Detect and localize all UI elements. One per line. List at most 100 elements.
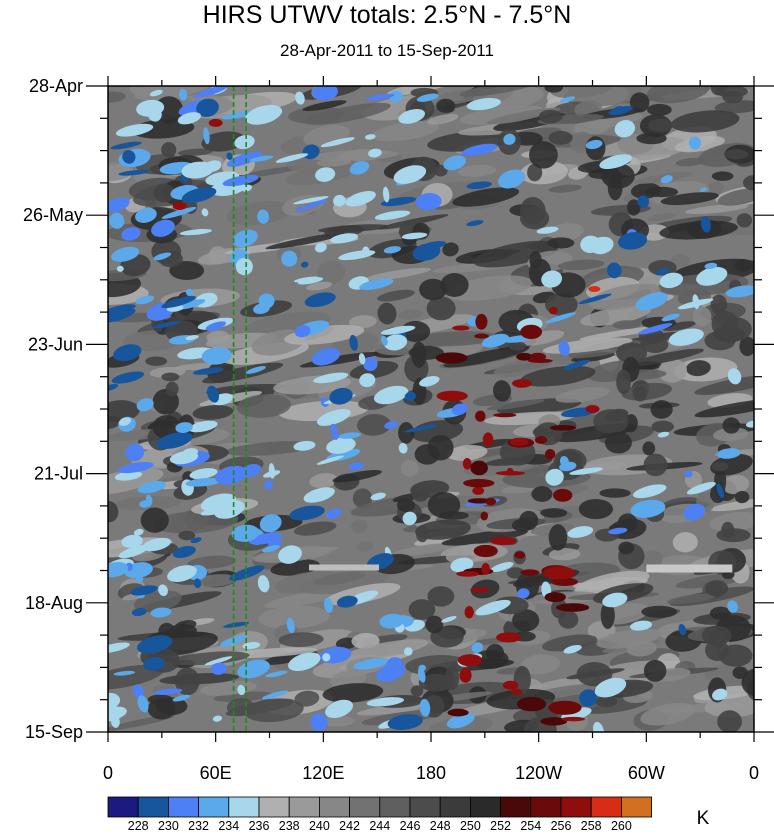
field-patch: [150, 607, 172, 618]
field-patch: [377, 289, 415, 302]
field-patch: [177, 112, 202, 125]
field-patch: [670, 253, 690, 268]
field-patch: [118, 545, 149, 559]
field-patch: [555, 603, 590, 612]
field-patch: [709, 606, 731, 620]
field-patch: [606, 262, 622, 279]
field-patch: [278, 545, 302, 564]
field-patch: [516, 352, 533, 361]
y-tick-label: 18-Aug: [25, 593, 83, 613]
colorbar: 228 230 232 234 236 238 240 242 244 246 248 250 252 2…: [107, 796, 710, 833]
field-patch: [510, 688, 523, 695]
field-patch: [721, 474, 750, 495]
field-patch: [193, 367, 224, 375]
field-patch: [482, 432, 494, 447]
field-patch: [446, 445, 488, 461]
field-patch: [545, 312, 576, 324]
field-patch: [245, 104, 283, 125]
field-patch: [258, 293, 275, 309]
field-patch: [169, 624, 197, 638]
field-patch: [727, 600, 738, 613]
field-patch: [289, 505, 325, 521]
field-patch: [486, 643, 504, 662]
field-patch: [293, 440, 316, 451]
field-patch: [397, 309, 424, 320]
field-patch: [578, 498, 614, 520]
field-patch: [579, 689, 598, 707]
field-patch: [422, 241, 447, 250]
field-patch: [108, 162, 134, 182]
field-patch: [559, 461, 577, 472]
field-patch: [646, 86, 710, 104]
field-patch: [108, 400, 140, 422]
field-patch: [509, 437, 529, 447]
field-patch: [258, 605, 330, 629]
x-tick-label: 0: [749, 763, 759, 783]
field-patch: [585, 405, 600, 413]
field-patch: [694, 374, 754, 395]
field-patch: [145, 356, 168, 366]
field-patch: [398, 442, 408, 454]
field-patch: [108, 308, 136, 323]
field-patch: [452, 187, 520, 207]
field-patch: [686, 481, 716, 495]
colorbar-swatch: [198, 796, 230, 818]
field-patch: [364, 267, 431, 281]
field-patch: [137, 480, 167, 494]
field-patch: [415, 519, 471, 540]
field-patch: [178, 148, 213, 156]
field-patch: [353, 658, 389, 670]
field-patch: [142, 537, 172, 552]
field-patch: [617, 513, 638, 533]
field-patch: [330, 233, 359, 244]
field-patch: [410, 420, 464, 443]
field-patch: [446, 712, 475, 729]
field-patch: [322, 683, 384, 703]
field-patch: [237, 165, 304, 178]
field-patch: [172, 545, 196, 558]
field-patch: [640, 702, 696, 726]
field-patch: [684, 470, 693, 478]
colorbar-label: 244: [369, 819, 390, 833]
field-patch: [529, 141, 558, 169]
colorbar-label: 228: [128, 819, 149, 833]
field-patch: [443, 155, 467, 171]
field-patch: [466, 220, 484, 227]
field-patch: [317, 408, 351, 426]
field-patch: [714, 86, 748, 98]
colorbar-label: 256: [551, 819, 572, 833]
colorbar-swatch: [560, 796, 592, 818]
field-patch: [293, 276, 319, 283]
field-patch: [404, 424, 439, 433]
field-patch: [474, 333, 489, 339]
field-patch: [447, 708, 469, 717]
field-patch: [389, 90, 403, 103]
field-patch: [555, 387, 610, 403]
field-patch: [668, 328, 704, 346]
field-patch: [557, 259, 605, 271]
field-patch: [293, 521, 337, 536]
field-patch: [502, 680, 519, 690]
field-patch: [130, 585, 158, 596]
field-patch: [472, 486, 485, 495]
field-patch: [131, 607, 147, 617]
field-patch: [627, 348, 704, 367]
field-patch: [734, 490, 750, 504]
field-patch: [108, 642, 130, 654]
field-patch: [396, 498, 416, 512]
field-patch: [713, 427, 749, 442]
field-patch: [470, 587, 490, 593]
field-patch: [348, 462, 365, 471]
field-patch: [516, 697, 547, 712]
field-patch: [470, 460, 488, 476]
field-patch: [404, 391, 416, 401]
field-patch: [206, 330, 230, 345]
field-patch: [590, 236, 614, 255]
field-patch: [415, 524, 429, 543]
field-patch: [368, 148, 382, 158]
field-patch: [433, 164, 448, 177]
field-patch: [380, 335, 388, 346]
field-patch: [712, 688, 728, 701]
field-patch: [585, 139, 603, 150]
field-patch: [133, 528, 144, 536]
